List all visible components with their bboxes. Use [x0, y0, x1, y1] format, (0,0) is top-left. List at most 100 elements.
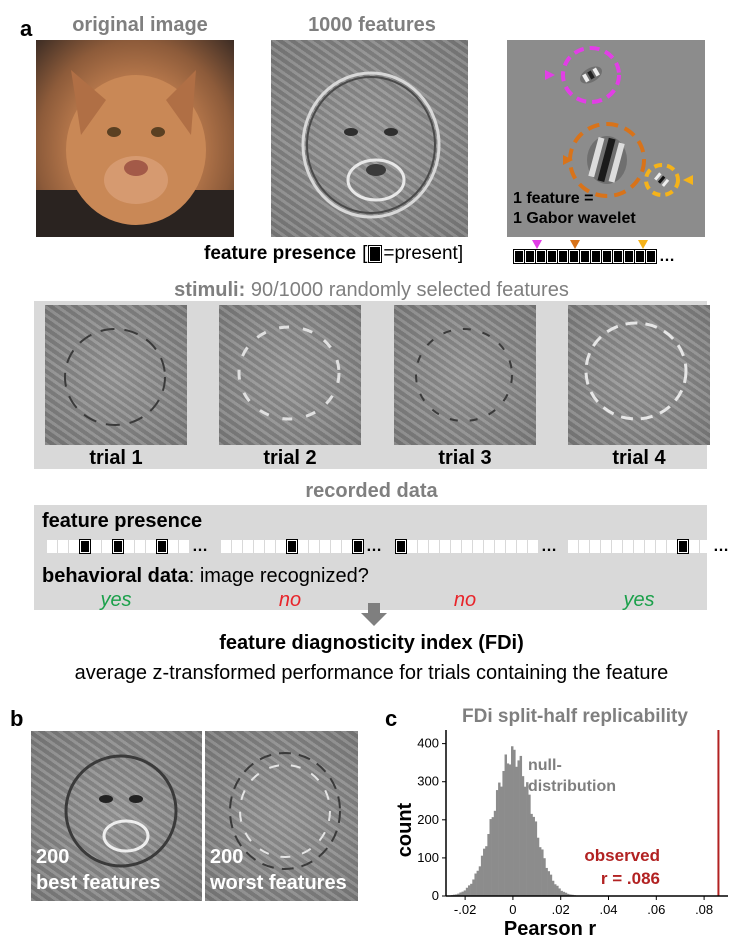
null-distribution-label-2: distribution	[528, 778, 616, 795]
panel-c-label: c	[385, 706, 398, 731]
recorded-bar-3-cells	[395, 539, 538, 554]
y-axis-label: count	[394, 802, 416, 858]
histogram-bar	[521, 776, 525, 896]
histogram-bar	[455, 894, 458, 896]
recorded-bar-2-cell	[254, 540, 264, 553]
recorded-bar-2-cell	[221, 540, 231, 553]
presence-cell	[513, 249, 525, 264]
histogram-bar	[534, 821, 538, 896]
recorded-bar-2-cell	[286, 539, 298, 554]
presence-cell	[623, 249, 635, 264]
recorded-bar-1-cell	[168, 540, 178, 553]
recorded-bar-3-cell	[517, 540, 527, 553]
histogram-bar	[463, 890, 467, 896]
recorded-bar-4-ellipsis: …	[713, 538, 729, 555]
histogram-bar	[560, 890, 563, 896]
histogram-bar	[538, 847, 542, 896]
histogram-bar	[513, 749, 516, 896]
recorded-bar-1: …	[47, 538, 208, 555]
histogram-bar	[478, 866, 482, 896]
best-features-count: 200	[36, 846, 70, 868]
recorded-bar-3-cell	[506, 540, 516, 553]
histogram-bar	[530, 813, 533, 896]
histogram-bar	[551, 880, 555, 896]
worst-features-count: 200	[210, 846, 244, 868]
fdi-title: feature diagnosticity index (FDi)	[219, 632, 524, 654]
gabor-wavelets-illustration	[545, 46, 693, 198]
gabor-caption: 1 feature = 1 Gabor wavelet	[513, 189, 636, 229]
stimuli-text: 90/1000 randomly selected features	[250, 279, 569, 301]
presence-bar-ellipsis: …	[659, 248, 675, 265]
histogram-bar	[536, 837, 540, 896]
histogram-bar	[554, 884, 557, 896]
recorded-bar-1-cell	[135, 540, 145, 553]
presence-cell	[535, 249, 547, 264]
original-dog-image	[36, 40, 234, 237]
recorded-bar-3-cell	[528, 540, 538, 553]
histogram-bar	[485, 846, 488, 896]
recorded-bar-2-cell	[243, 540, 253, 553]
observed-annotation: observed r = .086	[560, 844, 660, 890]
recorded-bar-1-cell	[102, 540, 112, 553]
histogram-bar	[556, 885, 559, 896]
recorded-bar-3-cell	[451, 540, 461, 553]
recorded-bar-2-cell	[320, 540, 330, 553]
recorded-bar-3: …	[395, 538, 557, 555]
recorded-bar-1-ellipsis: …	[192, 538, 208, 555]
recorded-bar-2-cell	[331, 540, 341, 553]
recorded-bar-4-cell	[645, 540, 655, 553]
answer-trial-1: yes	[100, 589, 132, 611]
y-tick-label: 200	[417, 812, 439, 827]
stimuli-title: stimuli: 90/1000 randomly selected featu…	[0, 279, 743, 302]
behavioral-data-label: behavioral data	[42, 565, 189, 587]
recorded-bar-4-cell	[623, 540, 633, 553]
down-arrow-icon	[361, 603, 387, 626]
best-features-image	[31, 731, 202, 901]
presence-cell	[579, 249, 591, 264]
histogram-bar	[467, 885, 471, 896]
histogram-bar	[543, 858, 546, 896]
histogram-bar	[474, 873, 477, 896]
recorded-bar-4-cell	[568, 540, 578, 553]
panel-a-label: a	[20, 16, 33, 41]
recorded-bar-2-cell	[342, 540, 352, 553]
answer-trial-2: no	[278, 589, 302, 611]
recorded-bar-1-cell	[156, 539, 168, 554]
recorded-bar-3-cell	[407, 540, 417, 553]
presence-cell	[524, 249, 536, 264]
recorded-bar-2-cells	[221, 539, 364, 554]
recorded-bar-2-cell	[276, 540, 286, 553]
trial-4-image	[568, 305, 710, 445]
worst-features-image	[205, 731, 358, 901]
gabor-wavelet-panel: 1 feature = 1 Gabor wavelet	[507, 40, 705, 237]
recorded-bar-2-cell	[265, 540, 275, 553]
histogram-bar	[528, 794, 531, 896]
histogram-bar	[547, 871, 551, 896]
histogram-bar	[532, 816, 535, 896]
trial-3-label: trial 3	[438, 447, 492, 469]
recorded-bar-1-cell	[47, 540, 57, 553]
worst-features-caption: 200 worst features	[210, 844, 347, 896]
histogram-bar	[545, 867, 548, 896]
histogram-bar	[502, 770, 505, 896]
presence-cell	[546, 249, 558, 264]
recorded-bar-1-cell	[79, 539, 91, 554]
histogram-bar	[493, 810, 497, 896]
histogram-bar	[491, 817, 495, 896]
x-axis-ticks: -.02 0 .02 .04 .06 .08	[454, 896, 713, 917]
histogram-bar	[459, 892, 462, 896]
features-image	[271, 40, 468, 237]
histogram-bar	[457, 893, 460, 896]
recorded-bar-3-cell	[418, 540, 428, 553]
y-tick-label: 0	[432, 888, 439, 903]
recorded-bar-4-cell	[601, 540, 611, 553]
histogram-bar	[480, 855, 484, 896]
legend-bracket-open: [	[362, 243, 368, 264]
gabor-caption-line1: 1 feature =	[513, 190, 594, 207]
recorded-bar-3-ellipsis: …	[541, 538, 557, 555]
histogram-bar	[515, 766, 518, 896]
recorded-bar-1-cell	[69, 540, 79, 553]
recorded-data-band	[34, 505, 707, 610]
recorded-bar-3-cell	[429, 540, 439, 553]
recorded-bar-4-cell	[579, 540, 589, 553]
